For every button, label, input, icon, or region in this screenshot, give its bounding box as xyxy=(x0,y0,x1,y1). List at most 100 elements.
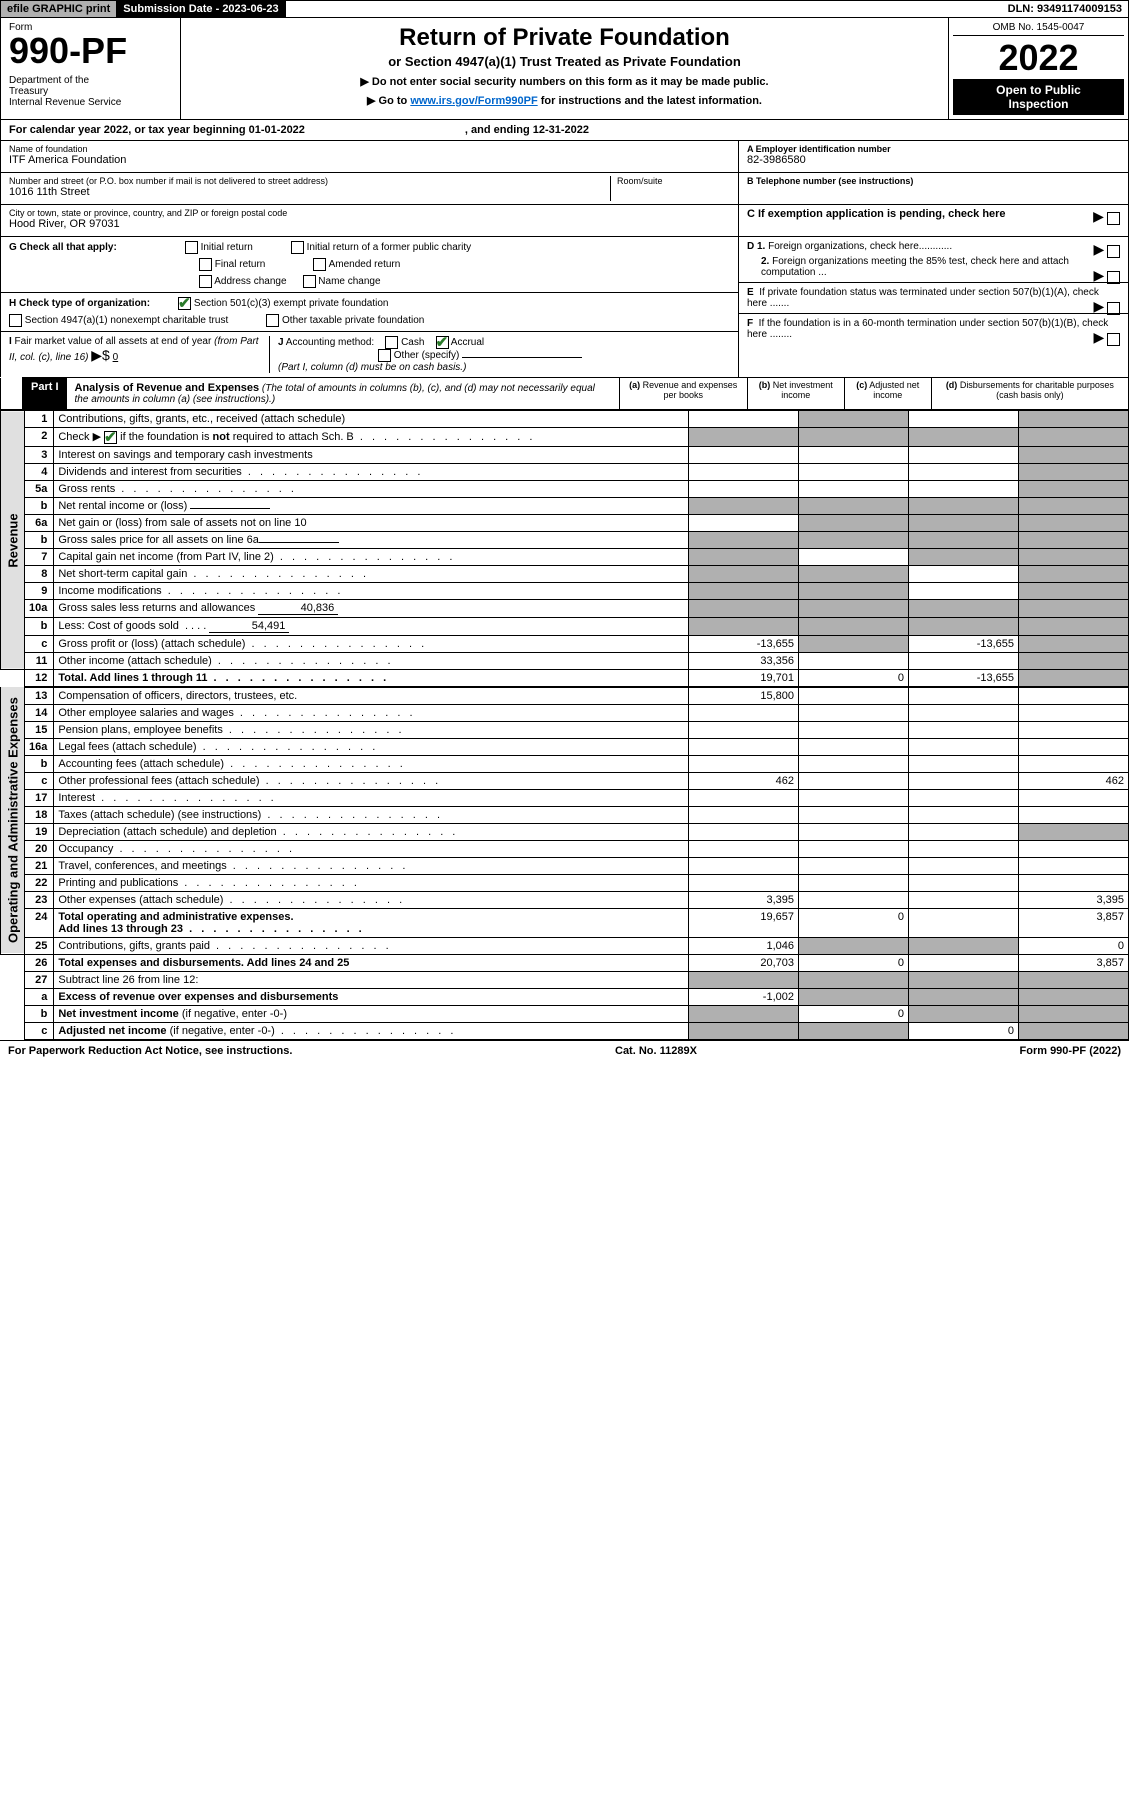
col-a-header: (a) Revenue and expenses per books xyxy=(619,378,747,410)
d-cell: D 1. Foreign organizations, check here..… xyxy=(739,237,1128,283)
city-cell: City or town, state or province, country… xyxy=(1,205,738,237)
g-addr-change-checkbox[interactable] xyxy=(199,275,212,288)
line-6b: Gross sales price for all assets on line… xyxy=(54,531,689,548)
h-row: H Check type of organization: Section 50… xyxy=(1,293,738,332)
footer-right: Form 990-PF (2022) xyxy=(1020,1045,1122,1057)
foundation-name: ITF America Foundation xyxy=(9,154,730,166)
l10c-c: -13,655 xyxy=(909,635,1019,652)
top-bar: efile GRAPHIC print Submission Date - 20… xyxy=(0,0,1129,18)
line-8: Net short-term capital gain xyxy=(54,565,689,582)
l16c-a: 462 xyxy=(689,772,799,789)
line-13: Compensation of officers, directors, tru… xyxy=(54,687,689,704)
line-16c: Other professional fees (attach schedule… xyxy=(54,772,689,789)
l24-a: 19,657 xyxy=(689,908,799,937)
line-9: Income modifications xyxy=(54,582,689,599)
street-address: 1016 11th Street xyxy=(9,186,610,198)
l24-b: 0 xyxy=(799,908,909,937)
form-subtitle: or Section 4947(a)(1) Trust Treated as P… xyxy=(201,54,928,69)
part1-label: Part I xyxy=(23,378,67,409)
l12-c: -13,655 xyxy=(909,669,1019,686)
e-checkbox[interactable] xyxy=(1107,302,1120,315)
g-final-checkbox[interactable] xyxy=(199,258,212,271)
g-amended-checkbox[interactable] xyxy=(313,258,326,271)
cal-year-begin: For calendar year 2022, or tax year begi… xyxy=(9,124,305,136)
irs-link[interactable]: www.irs.gov/Form990PF xyxy=(410,95,537,107)
line-16a: Legal fees (attach schedule) xyxy=(54,738,689,755)
h-other-taxable-checkbox[interactable] xyxy=(266,314,279,327)
f-checkbox[interactable] xyxy=(1107,333,1120,346)
j-note: (Part I, column (d) must be on cash basi… xyxy=(278,362,466,373)
col-c-header: (c) Adjusted net income xyxy=(844,378,931,410)
page-footer: For Paperwork Reduction Act Notice, see … xyxy=(0,1040,1129,1061)
l25-d: 0 xyxy=(1019,937,1129,954)
l26-b: 0 xyxy=(799,954,909,971)
l25-a: 1,046 xyxy=(689,937,799,954)
checks-section: G Check all that apply: Initial return I… xyxy=(0,237,1129,377)
g-name-change-checkbox[interactable] xyxy=(303,275,316,288)
l13-a: 15,800 xyxy=(689,687,799,704)
line-22: Printing and publications xyxy=(54,874,689,891)
c-checkbox[interactable] xyxy=(1107,212,1120,225)
form-number: 990-PF xyxy=(9,33,172,69)
line-1: Contributions, gifts, grants, etc., rece… xyxy=(54,411,689,428)
line-10c: Gross profit or (loss) (attach schedule) xyxy=(54,635,689,652)
l11-a: 33,356 xyxy=(689,652,799,669)
line-26: Total expenses and disbursements. Add li… xyxy=(54,954,689,971)
g-initial-former-checkbox[interactable] xyxy=(291,241,304,254)
line-10a-val: 40,836 xyxy=(258,602,338,615)
l27b-b: 0 xyxy=(799,1005,909,1022)
line-27: Subtract line 26 from line 12: xyxy=(54,971,689,988)
name-cell: Name of foundation ITF America Foundatio… xyxy=(1,141,738,173)
dln-number: DLN: 93491174009153 xyxy=(1002,1,1128,17)
line-3: Interest on savings and temporary cash i… xyxy=(54,446,689,463)
line-7: Capital gain net income (from Part IV, l… xyxy=(54,548,689,565)
d2-checkbox[interactable] xyxy=(1107,271,1120,284)
line-16b: Accounting fees (attach schedule) xyxy=(54,755,689,772)
l23-a: 3,395 xyxy=(689,891,799,908)
h-4947-checkbox[interactable] xyxy=(9,314,22,327)
ein-cell: A Employer identification number 82-3986… xyxy=(739,141,1128,173)
room-label: Room/suite xyxy=(617,176,730,186)
f-cell: F If the foundation is in a 60-month ter… xyxy=(739,314,1128,344)
line-14: Other employee salaries and wages xyxy=(54,704,689,721)
line-27b: Net investment income (if negative, ente… xyxy=(54,1005,689,1022)
ein-value: 82-3986580 xyxy=(747,154,1120,166)
e-cell: E If private foundation status was termi… xyxy=(739,283,1128,314)
line-10a: Gross sales less returns and allowances … xyxy=(54,599,689,617)
expenses-side-label: Operating and Administrative Expenses xyxy=(1,687,25,954)
submission-date: Submission Date - 2023-06-23 xyxy=(117,1,285,17)
h-501c3-checkbox[interactable] xyxy=(178,297,191,310)
fmv-value: 0 xyxy=(113,352,119,363)
revenue-table: Revenue 1Contributions, gifts, grants, e… xyxy=(0,410,1129,687)
address-cell: Number and street (or P.O. box number if… xyxy=(1,173,738,205)
g-row: G Check all that apply: Initial return I… xyxy=(1,237,738,293)
line-11: Other income (attach schedule) xyxy=(54,652,689,669)
j-other-checkbox[interactable] xyxy=(378,349,391,362)
col-b-header: (b) Net investment income xyxy=(747,378,844,410)
instruction-1: ▶ Do not enter social security numbers o… xyxy=(201,75,928,88)
line-12: Total. Add lines 1 through 11 xyxy=(54,669,689,686)
form-title: Return of Private Foundation xyxy=(201,24,928,52)
d1-checkbox[interactable] xyxy=(1107,245,1120,258)
line-2: Check ▶ if the foundation is not require… xyxy=(54,428,689,447)
g-initial-checkbox[interactable] xyxy=(185,241,198,254)
l24-d: 3,857 xyxy=(1019,908,1129,937)
line-18: Taxes (attach schedule) (see instruction… xyxy=(54,806,689,823)
instruction-2: ▶ Go to www.irs.gov/Form990PF for instru… xyxy=(201,94,928,107)
line-10b-val: 54,491 xyxy=(209,620,289,633)
line2-checkbox[interactable] xyxy=(104,431,117,444)
j-cash-checkbox[interactable] xyxy=(385,336,398,349)
efile-print-button[interactable]: efile GRAPHIC print xyxy=(1,1,117,17)
phone-cell: B Telephone number (see instructions) xyxy=(739,173,1128,205)
col-d-header: (d) Disbursements for charitable purpose… xyxy=(931,378,1128,410)
l12-a: 19,701 xyxy=(689,669,799,686)
l26-a: 20,703 xyxy=(689,954,799,971)
j-accrual-checkbox[interactable] xyxy=(436,336,449,349)
line-4: Dividends and interest from securities xyxy=(54,463,689,480)
line-24: Total operating and administrative expen… xyxy=(54,908,689,937)
line-17: Interest xyxy=(54,789,689,806)
line-23: Other expenses (attach schedule) xyxy=(54,891,689,908)
line-25: Contributions, gifts, grants paid xyxy=(54,937,689,954)
part1-table: Part I Analysis of Revenue and Expenses … xyxy=(0,377,1129,410)
side-spacer xyxy=(1,378,23,410)
